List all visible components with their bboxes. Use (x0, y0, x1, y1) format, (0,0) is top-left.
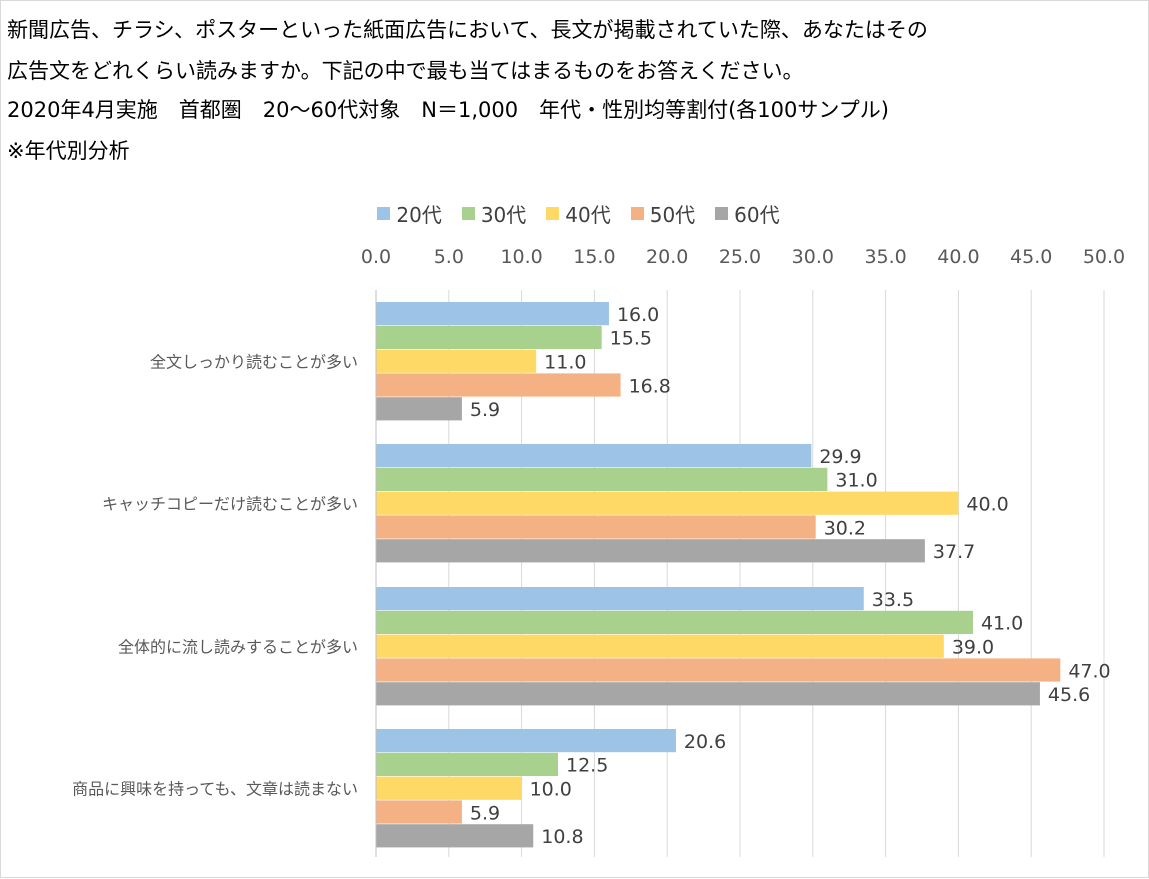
legend-label: 50代 (649, 202, 696, 227)
question-line-1: 新聞広告、チラシ、ポスターといった紙面広告において、長文が掲載されていた際、あな… (7, 18, 928, 42)
bar (376, 515, 816, 539)
x-tick-label: 20.0 (646, 246, 688, 268)
bar-value-label: 15.5 (610, 328, 652, 350)
bar (376, 824, 534, 848)
bar (376, 302, 609, 326)
legend-item: 30代 (461, 200, 527, 227)
x-tick-label: 40.0 (937, 246, 979, 268)
bar (376, 752, 558, 776)
category-label: 全体的に流し読みすることが多い (118, 638, 358, 657)
x-tick-label: 15.0 (573, 246, 615, 268)
bar-value-label: 29.9 (819, 446, 861, 468)
legend-label: 40代 (565, 202, 611, 227)
bar-value-label: 39.0 (952, 637, 994, 659)
bar-value-label: 45.6 (1048, 684, 1090, 706)
x-tick-label: 30.0 (792, 246, 834, 268)
bar-value-label: 10.0 (530, 779, 572, 801)
bar-value-label: 40.0 (966, 494, 1008, 516)
bar (376, 539, 925, 563)
bar-value-label: 33.5 (872, 589, 914, 611)
bar (376, 634, 944, 658)
bar-value-label: 5.9 (470, 399, 500, 421)
survey-info: 2020年4月実施 首都圏 20～60代対象 N＝1,000 年代・性別均等割付… (7, 98, 889, 122)
bar (376, 491, 959, 515)
x-tick-label: 5.0 (434, 246, 464, 268)
bar (376, 373, 621, 397)
category-label: キャッチコピーだけ読むことが多い (102, 495, 358, 514)
bar-value-label: 20.6 (684, 731, 726, 753)
bar-value-label: 16.0 (617, 304, 659, 326)
bar (376, 729, 676, 753)
legend-swatch (546, 206, 560, 220)
bar-value-label: 41.0 (981, 613, 1023, 635)
bar-value-label: 16.8 (629, 375, 671, 397)
bar (376, 658, 1061, 682)
legend-label: 20代 (396, 202, 442, 227)
question-line-2: 広告文をどれくらい読みますか。下記の中で最も当てはまるものをお答えください。 (7, 59, 804, 83)
bar-value-label: 10.8 (541, 826, 583, 848)
bar-value-label: 47.0 (1068, 660, 1110, 682)
x-tick-label: 0.0 (361, 246, 391, 268)
legend-item: 20代 (377, 200, 442, 227)
bar (376, 587, 864, 611)
bar-value-label: 11.0 (544, 352, 586, 374)
category-label: 全文しっかり読むことが多い (150, 353, 358, 372)
legend-item: 60代 (715, 200, 780, 227)
x-tick-label: 50.0 (1083, 246, 1125, 268)
bar (376, 325, 602, 349)
bar-value-label: 30.2 (824, 517, 866, 539)
legend-swatch (377, 206, 391, 220)
category-label: 商品に興味を持っても、文章は読まない (72, 780, 358, 799)
analysis-note: ※年代別分析 (7, 139, 130, 163)
x-tick-label: 45.0 (1010, 246, 1052, 268)
legend-label: 60代 (734, 202, 780, 227)
bar-value-label: 5.9 (470, 802, 500, 824)
x-tick-label: 35.0 (864, 246, 906, 268)
legend-swatch (715, 206, 729, 220)
legend-label: 30代 (480, 202, 527, 227)
legend-item: 40代 (546, 200, 611, 227)
bar-value-label: 31.0 (835, 470, 877, 492)
bar (376, 800, 462, 824)
bar (376, 397, 462, 421)
bar (376, 776, 522, 800)
bar (376, 682, 1040, 706)
x-tick-label: 25.0 (719, 246, 761, 268)
bar (376, 444, 812, 468)
bar (376, 610, 973, 634)
x-tick-label: 10.0 (500, 246, 542, 268)
legend-item: 50代 (630, 200, 696, 227)
legend-swatch (461, 206, 475, 220)
legend-swatch (630, 206, 644, 220)
chart-legend: 20代 30代 40代 50代 60代 (1, 200, 1149, 227)
bar-value-label: 37.7 (933, 541, 975, 563)
bar-value-label: 12.5 (566, 755, 608, 777)
bar (376, 467, 828, 491)
bar (376, 349, 537, 373)
